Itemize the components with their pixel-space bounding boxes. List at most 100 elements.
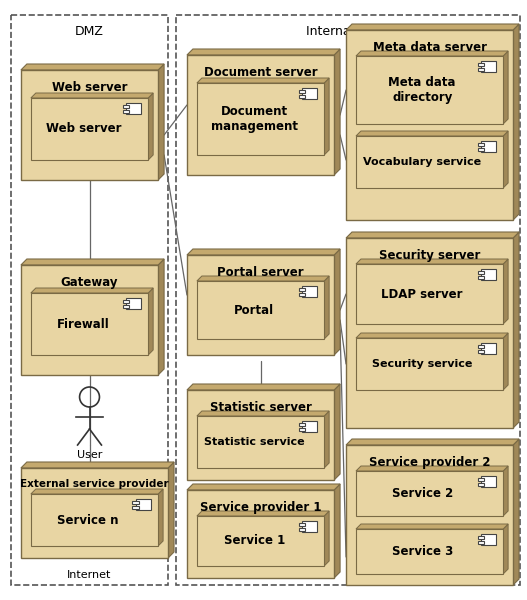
Polygon shape xyxy=(334,484,340,578)
Bar xyxy=(21,468,168,558)
Text: Service 2: Service 2 xyxy=(392,487,453,500)
Bar xyxy=(356,136,503,188)
Bar xyxy=(126,298,141,309)
Polygon shape xyxy=(513,232,519,428)
Text: Service 1: Service 1 xyxy=(223,535,285,547)
Bar xyxy=(31,494,158,546)
Polygon shape xyxy=(21,64,164,70)
Text: Web server: Web server xyxy=(46,122,121,136)
Text: Service provider 2: Service provider 2 xyxy=(369,456,490,469)
Text: Security server: Security server xyxy=(379,249,480,262)
Text: Web server: Web server xyxy=(52,81,127,94)
Text: Portal: Portal xyxy=(234,304,274,317)
Bar xyxy=(356,264,503,324)
Text: Internet: Internet xyxy=(67,570,112,580)
Text: Service 3: Service 3 xyxy=(392,545,453,558)
Polygon shape xyxy=(197,511,329,516)
Polygon shape xyxy=(503,259,508,324)
Bar xyxy=(302,286,317,297)
Bar xyxy=(136,499,151,510)
Polygon shape xyxy=(148,93,153,160)
Bar xyxy=(477,148,484,151)
Text: Security service: Security service xyxy=(372,359,472,369)
Bar xyxy=(123,110,129,113)
Bar xyxy=(123,105,129,109)
Polygon shape xyxy=(148,288,153,355)
Bar xyxy=(123,300,129,304)
Text: Internal Zone: Internal Zone xyxy=(306,25,390,38)
Bar xyxy=(302,88,317,99)
Bar xyxy=(123,305,129,308)
Bar xyxy=(197,83,324,155)
Text: Portal server: Portal server xyxy=(217,266,304,279)
Text: Statistic server: Statistic server xyxy=(210,401,311,414)
Text: Gateway: Gateway xyxy=(61,276,118,289)
Bar xyxy=(11,15,168,585)
Polygon shape xyxy=(346,439,519,445)
Polygon shape xyxy=(187,249,340,255)
Text: External service provider: External service provider xyxy=(20,479,169,489)
Bar xyxy=(31,293,148,355)
Bar xyxy=(477,478,484,481)
Polygon shape xyxy=(356,259,508,264)
Polygon shape xyxy=(513,439,519,585)
Bar xyxy=(298,523,305,526)
Bar xyxy=(298,527,305,531)
Polygon shape xyxy=(503,131,508,188)
Polygon shape xyxy=(21,462,174,468)
Text: Service n: Service n xyxy=(57,514,119,527)
Polygon shape xyxy=(197,276,329,281)
Polygon shape xyxy=(197,78,329,83)
Bar xyxy=(356,56,503,124)
Polygon shape xyxy=(197,411,329,416)
Bar xyxy=(302,421,317,432)
Polygon shape xyxy=(31,93,153,98)
Polygon shape xyxy=(356,524,508,529)
Polygon shape xyxy=(503,51,508,124)
Bar xyxy=(187,255,334,355)
Bar xyxy=(477,345,484,349)
Bar xyxy=(197,281,324,339)
Bar xyxy=(197,416,324,468)
Polygon shape xyxy=(334,384,340,480)
Text: User: User xyxy=(77,450,102,460)
Polygon shape xyxy=(324,276,329,339)
Polygon shape xyxy=(187,484,340,490)
Bar xyxy=(356,529,503,574)
Bar xyxy=(298,90,305,94)
Text: Service provider 1: Service provider 1 xyxy=(200,501,321,514)
Polygon shape xyxy=(168,462,174,558)
Bar xyxy=(132,501,139,505)
Polygon shape xyxy=(503,524,508,574)
Bar xyxy=(481,141,495,152)
Bar xyxy=(187,490,334,578)
Bar xyxy=(481,61,495,72)
Polygon shape xyxy=(31,288,153,293)
Polygon shape xyxy=(324,78,329,155)
Text: Document server: Document server xyxy=(204,66,317,79)
Polygon shape xyxy=(503,466,508,516)
Bar xyxy=(477,143,484,146)
Text: Firewall: Firewall xyxy=(57,317,110,331)
Bar xyxy=(477,68,484,71)
Polygon shape xyxy=(356,131,508,136)
Bar xyxy=(298,428,305,431)
Polygon shape xyxy=(356,51,508,56)
Bar xyxy=(346,30,513,220)
Polygon shape xyxy=(324,511,329,566)
Text: Document
management: Document management xyxy=(211,105,298,133)
Bar xyxy=(477,271,484,274)
Bar xyxy=(298,293,305,296)
Text: Meta data
directory: Meta data directory xyxy=(388,76,456,104)
Bar xyxy=(477,63,484,67)
Polygon shape xyxy=(334,249,340,355)
Bar xyxy=(346,238,513,428)
Bar xyxy=(197,516,324,566)
Text: Vocabulary service: Vocabulary service xyxy=(363,157,481,167)
Text: LDAP server: LDAP server xyxy=(382,287,463,301)
Bar xyxy=(187,390,334,480)
Bar xyxy=(176,15,520,585)
Polygon shape xyxy=(346,232,519,238)
Polygon shape xyxy=(158,64,164,180)
Bar xyxy=(302,521,317,532)
